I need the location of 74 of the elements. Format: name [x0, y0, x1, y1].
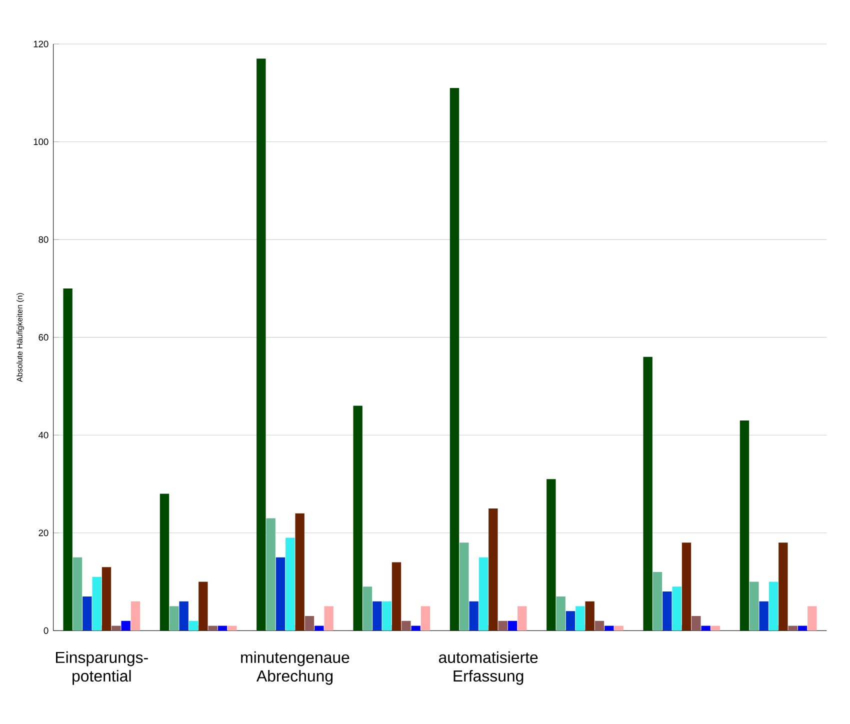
bar — [478, 557, 488, 631]
bar — [179, 601, 188, 631]
bar — [228, 626, 237, 631]
bar — [112, 626, 121, 631]
y-tick-label: 120 — [34, 40, 48, 48]
bar — [324, 606, 334, 631]
bar — [314, 626, 324, 631]
bar — [92, 576, 102, 631]
bar — [160, 494, 170, 631]
bar — [208, 626, 218, 631]
bar — [304, 616, 314, 631]
bar — [604, 626, 614, 631]
bar — [585, 601, 594, 631]
bar — [682, 542, 692, 631]
bar — [170, 606, 179, 631]
bar — [353, 406, 362, 631]
bar — [469, 601, 478, 631]
bar — [411, 626, 420, 631]
bar — [276, 557, 286, 631]
x-tick-label: Einsparungs-potential — [56, 651, 148, 685]
bar — [546, 479, 556, 631]
bar — [808, 606, 817, 631]
bar — [594, 620, 604, 631]
bar — [710, 626, 720, 631]
bar — [72, 557, 82, 631]
y-tick-label: 40 — [38, 432, 48, 438]
bar — [198, 582, 208, 631]
bar — [614, 626, 624, 631]
bar — [652, 572, 662, 631]
bar — [372, 601, 382, 631]
bar — [266, 518, 276, 631]
bar — [188, 620, 198, 631]
bar — [798, 626, 808, 631]
bar — [256, 58, 266, 631]
bar — [768, 582, 778, 631]
x-tick-label: automatisierte Erfassung — [438, 651, 538, 685]
bar — [450, 88, 460, 631]
bar — [460, 542, 469, 631]
y-tick-label: 60 — [38, 334, 48, 341]
bar — [643, 356, 652, 631]
y-tick-label: 0 — [44, 627, 48, 634]
bar — [63, 288, 72, 631]
bar — [392, 562, 402, 631]
bar — [488, 508, 498, 631]
bar — [498, 620, 508, 631]
x-tick-label: minutengenaue Abrechung — [241, 651, 350, 685]
bar — [740, 420, 750, 631]
bar — [662, 592, 672, 631]
bar — [701, 626, 710, 631]
bar — [672, 586, 682, 631]
bar — [82, 596, 92, 631]
bar — [788, 626, 798, 631]
bar — [556, 596, 566, 631]
bar — [420, 606, 430, 631]
bar — [362, 586, 372, 631]
bar — [750, 582, 759, 631]
bar — [759, 601, 768, 631]
bar — [121, 620, 130, 631]
bar — [295, 513, 304, 631]
y-tick-label: 100 — [34, 138, 48, 146]
bar — [102, 567, 112, 631]
bar — [576, 606, 585, 631]
y-tick-label: 20 — [38, 530, 48, 536]
bar — [286, 538, 295, 631]
bar — [218, 626, 228, 631]
bar — [508, 620, 518, 631]
y-tick-label: 80 — [38, 236, 48, 243]
bar — [518, 606, 527, 631]
bar — [130, 601, 140, 631]
bar — [778, 542, 788, 631]
bar — [566, 611, 576, 631]
bar — [402, 620, 411, 631]
bar — [692, 616, 701, 631]
bar — [382, 601, 392, 631]
